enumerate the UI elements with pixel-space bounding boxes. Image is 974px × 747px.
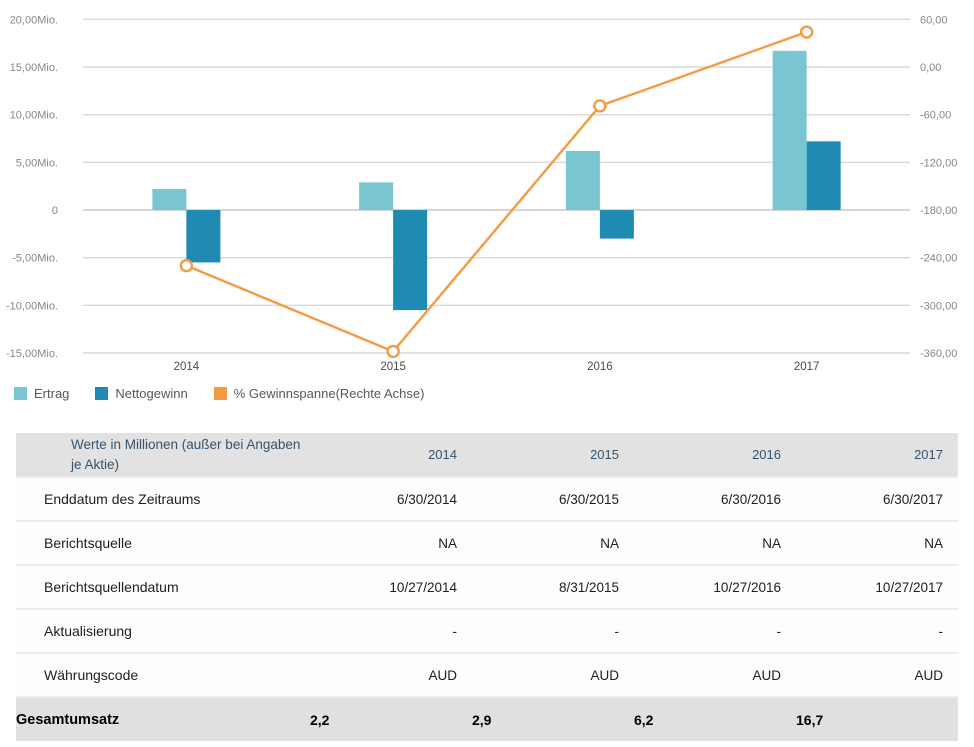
cell-value: NA <box>762 535 781 551</box>
cell-value: 6/30/2015 <box>558 491 619 507</box>
right-axis-tick: -240,00 <box>920 253 957 265</box>
total-cell-value: 2,9 <box>472 711 492 728</box>
total-cell-value: 6,2 <box>634 711 654 728</box>
nettogewinn-swatch-icon <box>95 386 109 400</box>
cell-value: AUD <box>428 667 457 683</box>
cell-value: NA <box>924 535 943 551</box>
left-axis-tick: -10,00Mio. <box>6 300 58 312</box>
bar-ertrag-2015[interactable] <box>359 182 394 210</box>
gewinnspanne-line[interactable] <box>185 30 808 353</box>
legend-label-nettogewinn: Nettogewinn <box>115 385 188 401</box>
table-row: Währungscode AUD AUD AUD AUD <box>16 653 958 697</box>
right-axis-tick: -300,00 <box>920 300 957 312</box>
cell-value: 10/27/2017 <box>875 579 943 595</box>
table-total-row: Gesamtumsatz 2,2 2,9 6,2 16,7 <box>16 697 958 741</box>
cell-value: 10/27/2016 <box>713 579 781 595</box>
cell-value: - <box>776 623 782 639</box>
cell-value: NA <box>438 535 457 551</box>
cell-value: AUD <box>752 667 781 683</box>
bar-nettogewinn-2014[interactable] <box>186 210 221 263</box>
chart-canvas: 20,00Mio. 60,00 15,00Mio. 0,00 10,00Mio. -60,… <box>6 14 957 373</box>
total-cell-value: 2,2 <box>310 711 330 728</box>
legend-item-nettogewinn[interactable]: Nettogewinn <box>95 385 188 401</box>
table-row: Berichtsquelle NA NA NA NA <box>16 521 958 565</box>
left-axis-tick: 10,00Mio. <box>10 110 58 122</box>
cell-value: 6/30/2017 <box>882 491 943 507</box>
cell-value: 6/30/2014 <box>396 491 457 507</box>
column-header-2015: 2015 <box>590 447 619 462</box>
right-axis-tick: -360,00 <box>920 348 957 360</box>
column-header-2014: 2014 <box>428 447 457 462</box>
left-axis-tick: 5,00Mio. <box>16 157 58 169</box>
line-marker-2017[interactable] <box>799 25 814 39</box>
left-axis-tick: 0 <box>52 205 58 217</box>
cell-value: 6/30/2016 <box>720 491 781 507</box>
total-row-label: Gesamtumsatz <box>16 711 120 728</box>
cell-value: - <box>938 623 944 639</box>
right-axis-tick: -60,00 <box>920 110 951 122</box>
cell-value: 10/27/2014 <box>389 579 457 595</box>
legend-label-ertrag: Ertrag <box>34 385 70 401</box>
ertrag-swatch-icon <box>14 386 27 400</box>
row-label: Aktualisierung <box>44 623 132 639</box>
row-label: Enddatum des Zeitraums <box>44 491 201 507</box>
right-axis-tick: 60,00 <box>920 14 948 26</box>
x-axis-label: 2015 <box>380 361 406 373</box>
cell-value: - <box>452 623 458 639</box>
gewinnspanne-swatch-icon <box>213 386 227 400</box>
line-marker-2016[interactable] <box>593 99 607 113</box>
bar-nettogewinn-2017[interactable] <box>806 141 841 210</box>
table-row: Aktualisierung - - - - <box>16 609 958 653</box>
left-axis-tick: -15,00Mio. <box>6 348 58 360</box>
cell-value: NA <box>600 535 619 551</box>
cell-value: 8/31/2015 <box>558 579 619 595</box>
left-axis-tick: 20,00Mio. <box>10 14 58 26</box>
chart-legend: Ertrag Nettogewinn % Gewinnspanne(Rechte… <box>0 380 974 406</box>
bar-ertrag-2014[interactable] <box>152 189 187 210</box>
legend-label-gewinnspanne: % Gewinnspanne(Rechte Achse) <box>233 385 425 401</box>
cell-value: AUD <box>590 667 619 683</box>
row-label: Berichtsquellendatum <box>44 579 179 595</box>
financials-table: Werte in Millionen (außer bei Angaben je… <box>16 433 958 741</box>
financial-chart: 20,00Mio. 60,00 15,00Mio. 0,00 10,00Mio. -60,… <box>6 14 957 373</box>
table-header-label: Werte in Millionen (außer bei Angaben je… <box>71 436 301 472</box>
bar-nettogewinn-2015[interactable] <box>393 210 428 311</box>
x-axis-label: 2014 <box>174 361 200 373</box>
legend-item-gewinnspanne[interactable]: % Gewinnspanne(Rechte Achse) <box>213 385 425 401</box>
line-marker-2014[interactable] <box>179 258 194 273</box>
cell-value: - <box>614 623 620 639</box>
column-header-2017: 2017 <box>914 447 943 462</box>
table-row: Berichtsquellendatum 10/27/2014 8/31/201… <box>16 565 958 609</box>
x-axis-label: 2016 <box>587 361 613 373</box>
row-label: Berichtsquelle <box>44 535 132 551</box>
total-cell-value: 16,7 <box>796 711 824 728</box>
bar-ertrag-2017[interactable] <box>772 50 807 211</box>
x-axis-label: 2017 <box>794 361 820 373</box>
bar-ertrag-2016[interactable] <box>565 150 600 210</box>
left-axis-tick: 15,00Mio. <box>10 62 58 74</box>
column-header-2016: 2016 <box>752 447 781 462</box>
right-axis-tick: -180,00 <box>920 205 957 217</box>
bar-nettogewinn-2016[interactable] <box>599 210 634 239</box>
row-label: Währungscode <box>44 667 139 683</box>
line-marker-2015[interactable] <box>386 344 400 359</box>
table-row: Enddatum des Zeitraums 6/30/2014 6/30/20… <box>16 477 958 521</box>
cell-value: AUD <box>914 667 943 683</box>
right-axis-tick: -120,00 <box>920 157 957 169</box>
left-axis-tick: -5,00Mio. <box>12 253 58 265</box>
right-axis-tick: 0,00 <box>920 62 941 74</box>
legend-item-ertrag[interactable]: Ertrag <box>14 386 69 401</box>
table-header-row: Werte in Millionen (außer bei Angaben je… <box>16 433 958 477</box>
